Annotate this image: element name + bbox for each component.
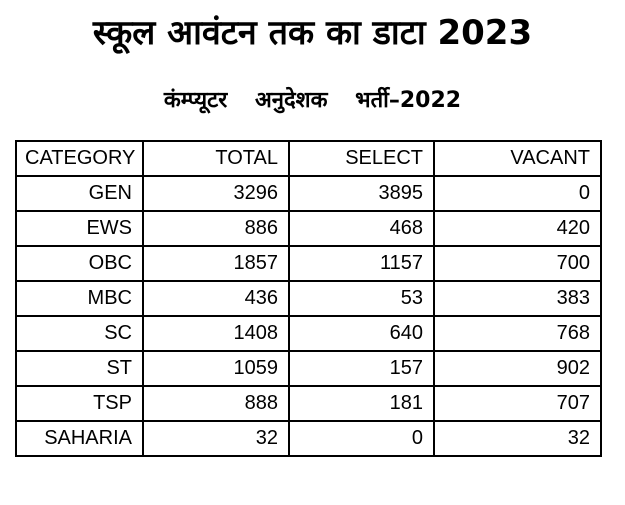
select-cell: 157 bbox=[288, 350, 435, 387]
column-header-select: SELECT bbox=[288, 140, 435, 177]
vacant-cell: 0 bbox=[433, 175, 602, 212]
column-header-vacant: VACANT bbox=[433, 140, 602, 177]
total-cell: 436 bbox=[142, 280, 290, 317]
table-row: EWS 886 468 420 bbox=[15, 210, 602, 247]
total-cell: 1059 bbox=[142, 350, 290, 387]
category-cell: OBC bbox=[15, 245, 144, 282]
category-cell: GEN bbox=[15, 175, 144, 212]
category-cell: SAHARIA bbox=[15, 420, 144, 457]
table-row: OBC 1857 1157 700 bbox=[15, 245, 602, 282]
select-cell: 0 bbox=[288, 420, 435, 457]
table-row: SAHARIA 32 0 32 bbox=[15, 420, 602, 457]
vacant-cell: 768 bbox=[433, 315, 602, 352]
vacant-cell: 383 bbox=[433, 280, 602, 317]
select-cell: 640 bbox=[288, 315, 435, 352]
page-title: स्कूल आवंटन तक का डाटा 2023 bbox=[92, 13, 533, 53]
column-header-category: CATEGORY bbox=[15, 140, 144, 177]
total-cell: 1408 bbox=[142, 315, 290, 352]
select-cell: 468 bbox=[288, 210, 435, 247]
vacant-cell: 700 bbox=[433, 245, 602, 282]
vacant-cell: 902 bbox=[433, 350, 602, 387]
select-cell: 1157 bbox=[288, 245, 435, 282]
table-row: MBC 436 53 383 bbox=[15, 280, 602, 317]
select-cell: 3895 bbox=[288, 175, 435, 212]
table-row: GEN 3296 3895 0 bbox=[15, 175, 602, 212]
subtitle-part-computer: कंम्प्यूटर bbox=[163, 88, 228, 113]
vacant-cell: 420 bbox=[433, 210, 602, 247]
vacant-cell: 707 bbox=[433, 385, 602, 422]
table-row: TSP 888 181 707 bbox=[15, 385, 602, 422]
subtitle-part-instructor: अनुदेशक bbox=[254, 88, 328, 113]
category-cell: ST bbox=[15, 350, 144, 387]
total-cell: 888 bbox=[142, 385, 290, 422]
category-cell: TSP bbox=[15, 385, 144, 422]
select-cell: 181 bbox=[288, 385, 435, 422]
total-cell: 1857 bbox=[142, 245, 290, 282]
total-cell: 886 bbox=[142, 210, 290, 247]
allotment-table: CATEGORY TOTAL SELECT VACANT GEN 3296 38… bbox=[15, 140, 602, 457]
total-cell: 3296 bbox=[142, 175, 290, 212]
category-cell: SC bbox=[15, 315, 144, 352]
column-header-total: TOTAL bbox=[142, 140, 290, 177]
total-cell: 32 bbox=[142, 420, 290, 457]
vacant-cell: 32 bbox=[433, 420, 602, 457]
category-cell: EWS bbox=[15, 210, 144, 247]
page-subtitle: कंम्प्यूटर अनुदेशक भर्ती–2022 bbox=[0, 86, 625, 116]
select-cell: 53 bbox=[288, 280, 435, 317]
table-header-row: CATEGORY TOTAL SELECT VACANT bbox=[15, 140, 602, 177]
subtitle-part-recruitment: भर्ती–2022 bbox=[355, 88, 462, 113]
category-cell: MBC bbox=[15, 280, 144, 317]
table-row: SC 1408 640 768 bbox=[15, 315, 602, 352]
table-row: ST 1059 157 902 bbox=[15, 350, 602, 387]
